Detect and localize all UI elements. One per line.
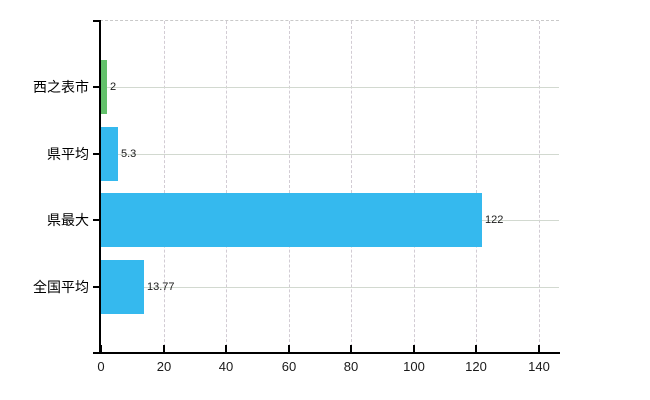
y-axis-tick [93,219,100,221]
x-axis-tick-label: 100 [403,359,425,374]
y-axis-tick [93,20,100,22]
vertical-gridline [289,21,290,352]
bar-value-label: 5.3 [121,148,137,160]
vertical-gridline [164,21,165,352]
y-axis-tick [93,86,100,88]
x-axis-tick-label: 40 [218,359,234,374]
vertical-gridline [539,21,540,352]
x-axis-tick [475,345,477,352]
bar [101,260,144,314]
horizontal-gridline [100,87,559,88]
x-axis-tick-label: 120 [465,359,487,374]
category-label: 全国平均 [33,279,89,295]
x-axis-tick [350,345,352,352]
bar [101,127,118,181]
x-axis-tick [288,345,290,352]
category-label: 西之表市 [33,79,89,95]
bar-value-label: 122 [485,214,504,226]
plot-top-border [100,20,559,21]
x-axis-tick [413,345,415,352]
horizontal-gridline [100,287,559,288]
bar-value-label: 13.77 [147,281,175,293]
category-label: 県最大 [47,212,89,228]
vertical-gridline [414,21,415,352]
vertical-gridline [226,21,227,352]
vertical-gridline [351,21,352,352]
x-axis-tick [538,345,540,352]
vertical-gridline [476,21,477,352]
bar [101,60,107,114]
x-axis-tick-label: 80 [343,359,359,374]
y-axis-line [99,20,101,354]
x-axis-tick-label: 60 [281,359,297,374]
x-axis-tick [225,345,227,352]
x-axis-tick [163,345,165,352]
x-axis-tick [100,345,102,352]
bar-value-label: 2 [110,81,117,93]
x-axis-line [93,352,560,354]
horizontal-gridline [100,154,559,155]
x-axis-tick-label: 0 [97,359,105,374]
y-axis-tick [93,153,100,155]
x-axis-tick-label: 20 [156,359,172,374]
x-axis-tick-label: 140 [528,359,550,374]
y-axis-tick [93,286,100,288]
category-label: 県平均 [47,146,89,162]
bar [101,193,482,247]
